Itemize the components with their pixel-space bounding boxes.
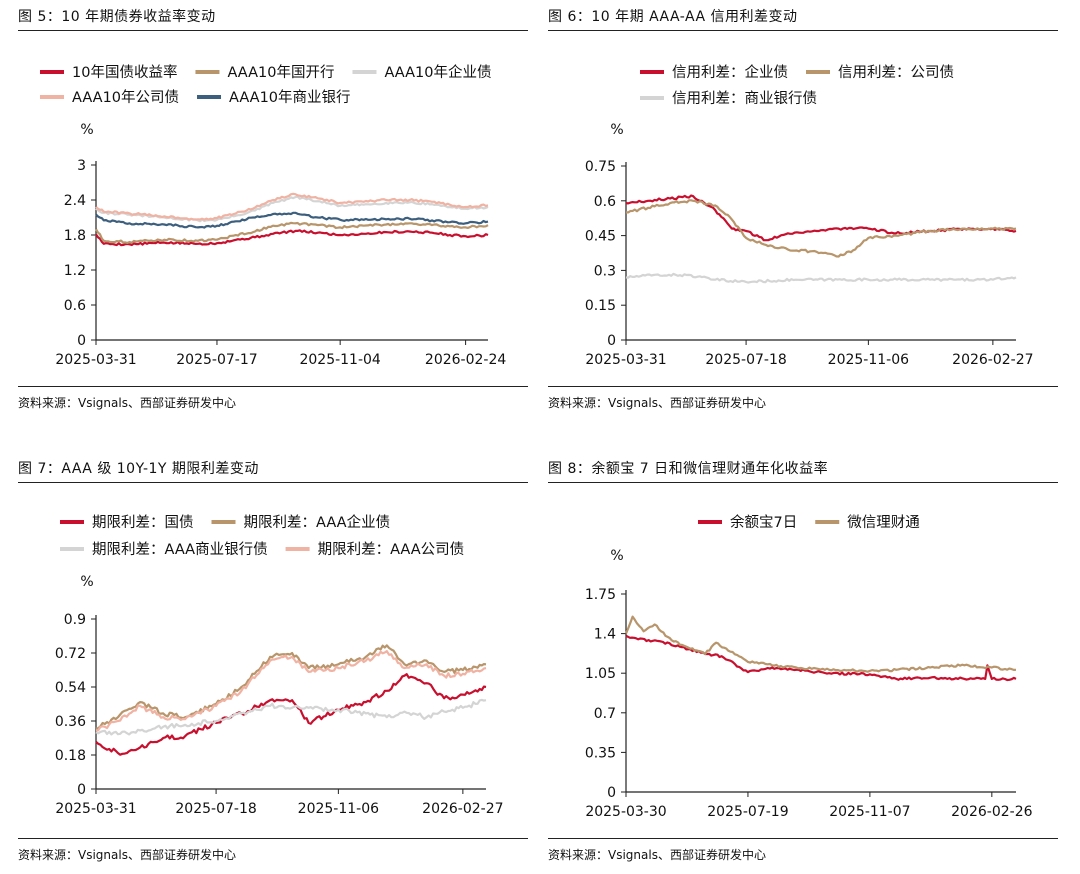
figure-6-panel: 图 6：10 年期 AAA-AA 信用利差变动 信用利差：企业债 信用利差：公司债… <box>548 0 1058 418</box>
title-rule <box>548 30 1058 31</box>
x-tick-label: 2025-03-31 <box>55 352 136 368</box>
series-line <box>95 644 487 730</box>
figure-title: 图 8：余额宝 7 日和微信理财通年化收益率 <box>548 461 829 477</box>
x-tick-label: 2025-11-04 <box>299 352 380 368</box>
chart-legend: 10年国债收益率 AAA10年国开行 AAA10年企业债 AAA10年公司债 AAA10… <box>40 63 491 106</box>
unit-label: % <box>610 548 623 564</box>
legend-label: AAA10年商业银行 <box>229 89 351 106</box>
source-rule <box>18 386 528 387</box>
source-note: 资料来源：Vsignals、西部证券研发中心 <box>18 396 236 410</box>
source-rule <box>18 838 528 839</box>
series-line <box>95 211 489 229</box>
legend-label: 10年国债收益率 <box>72 64 177 81</box>
y-tick-label: 1.05 <box>585 666 616 682</box>
legend-label: 期限利差：国债 <box>92 514 194 531</box>
y-tick-label: 1.4 <box>594 627 616 643</box>
y-tick-label: 0.35 <box>585 745 616 761</box>
unit-label: % <box>80 574 93 590</box>
title-rule <box>18 30 528 31</box>
series-line <box>95 221 489 244</box>
title-rule <box>18 482 528 483</box>
series-line <box>625 272 1017 284</box>
unit-label: % <box>80 122 93 138</box>
y-tick-label: 1.75 <box>585 587 616 603</box>
source-note: 资料来源：Vsignals、西部证券研发中心 <box>18 848 236 862</box>
figure-title: 图 5：10 年期债券收益率变动 <box>18 9 216 25</box>
x-tick-label: 2025-07-17 <box>176 352 257 368</box>
y-tick-label: 0.7 <box>594 706 616 722</box>
x-tick-label: 2026-02-27 <box>952 352 1033 368</box>
unit-label: % <box>610 122 623 138</box>
legend-label: AAA10年国开行 <box>227 64 334 81</box>
source-note: 资料来源：Vsignals、西部证券研发中心 <box>548 396 766 410</box>
x-tick-label: 2025-03-31 <box>585 352 666 368</box>
figure-8-panel: 图 8：余额宝 7 日和微信理财通年化收益率 余额宝7日 微信理财通% 0 0.35 0… <box>548 452 1058 870</box>
chart-10y-bond-yields: 10年国债收益率 AAA10年国开行 AAA10年企业债 AAA10年公司债 AAA10… <box>40 63 506 368</box>
series-line <box>95 192 489 221</box>
y-tick-label: 0.54 <box>55 680 86 696</box>
legend-label: 期限利差：AAA公司债 <box>318 541 465 558</box>
x-tick-label: 2025-07-18 <box>175 801 256 817</box>
x-tick-label: 2025-11-07 <box>829 804 910 820</box>
y-tick-label: 1.8 <box>64 228 86 244</box>
figure-5-panel: 图 5：10 年期债券收益率变动 10年国债收益率 AAA10年国开行 AAA10年… <box>18 0 528 418</box>
legend-label: 期限利差：AAA商业银行债 <box>92 541 268 558</box>
x-tick-label: 2026-02-26 <box>951 804 1032 820</box>
source-rule <box>548 838 1058 839</box>
chart-legend: 余额宝7日 微信理财通 <box>698 513 920 531</box>
x-tick-label: 2025-11-06 <box>828 352 909 368</box>
y-tick-label: 0.6 <box>64 298 86 314</box>
figure-7-panel: 图 7：AAA 级 10Y-1Y 期限利差变动 期限利差：国债 期限利差：AAA企… <box>18 452 528 870</box>
y-tick-label: 0.3 <box>594 263 616 279</box>
y-tick-label: 0.72 <box>55 646 86 662</box>
legend-label: 微信理财通 <box>847 514 920 531</box>
legend-label: AAA10年企业债 <box>384 63 491 81</box>
figure-title: 图 6：10 年期 AAA-AA 信用利差变动 <box>548 9 798 25</box>
y-tick-label: 0 <box>607 785 616 801</box>
series-line <box>95 673 487 756</box>
y-tick-label: 2.4 <box>64 193 86 209</box>
legend-label: AAA10年公司债 <box>72 89 179 106</box>
series-line <box>625 634 1017 682</box>
y-tick-label: 0.75 <box>585 159 616 175</box>
series-line <box>624 615 1017 673</box>
legend-label: 信用利差：公司债 <box>838 64 954 81</box>
source-rule <box>548 386 1058 387</box>
y-tick-label: 0.45 <box>585 229 616 245</box>
figure-title: 图 7：AAA 级 10Y-1Y 期限利差变动 <box>18 461 259 477</box>
x-tick-label: 2025-03-31 <box>55 801 136 817</box>
y-tick-label: 0.36 <box>55 714 86 730</box>
y-tick-label: 0.9 <box>64 612 86 628</box>
y-tick-label: 0 <box>77 782 86 798</box>
x-tick-label: 2026-02-27 <box>422 801 503 817</box>
series-line <box>95 698 487 736</box>
x-tick-label: 2025-03-30 <box>585 804 666 820</box>
title-rule <box>548 482 1058 483</box>
legend-label: 信用利差：企业债 <box>672 63 788 81</box>
series-line <box>626 199 1017 258</box>
y-tick-label: 0 <box>607 333 616 349</box>
chart-money-fund-yields: 余额宝7日 微信理财通% 0 0.35 0.7 1.05 1.4 1.75 2025-03-30… <box>585 513 1033 820</box>
series-line <box>95 229 489 247</box>
y-tick-label: 0.15 <box>585 298 616 314</box>
legend-label: 余额宝7日 <box>730 513 797 531</box>
legend-label: 期限利差：AAA企业债 <box>244 513 391 531</box>
x-tick-label: 2025-11-06 <box>298 801 379 817</box>
series-line <box>95 650 487 732</box>
x-tick-label: 2025-07-19 <box>707 804 788 820</box>
y-tick-label: 0.6 <box>594 194 616 210</box>
y-tick-label: 0.18 <box>55 748 86 764</box>
x-tick-label: 2025-07-18 <box>705 352 786 368</box>
legend-label: 信用利差：商业银行债 <box>672 90 817 107</box>
y-tick-label: 1.2 <box>64 263 86 279</box>
y-tick-label: 0 <box>77 333 86 349</box>
x-tick-label: 2026-02-24 <box>425 352 506 368</box>
source-note: 资料来源：Vsignals、西部证券研发中心 <box>548 848 766 862</box>
y-tick-label: 3 <box>77 158 86 174</box>
